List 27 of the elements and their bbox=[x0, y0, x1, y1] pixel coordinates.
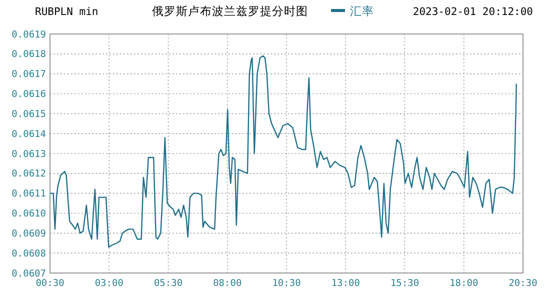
chart-title: 俄罗斯卢布波兰兹罗提分时图 bbox=[152, 4, 308, 18]
x-tick-label: 03:00 bbox=[94, 278, 124, 289]
legend-label: 汇率 bbox=[350, 4, 374, 18]
y-tick-label: 0.0611 bbox=[12, 188, 46, 200]
y-tick-label: 0.0613 bbox=[12, 148, 46, 160]
y-tick-label: 0.0618 bbox=[12, 49, 46, 60]
y-tick-label: 0.0615 bbox=[12, 108, 46, 120]
x-tick-label: 05:30 bbox=[154, 278, 183, 289]
y-tick-label: 0.0614 bbox=[12, 128, 46, 140]
x-tick-label: 13:00 bbox=[331, 278, 360, 289]
x-tick-label: 10:30 bbox=[272, 278, 302, 289]
y-tick-label: 0.0617 bbox=[12, 69, 46, 80]
x-tick-label: 00:30 bbox=[36, 278, 65, 289]
y-tick-label: 0.0616 bbox=[12, 89, 46, 100]
y-tick-label: 0.0610 bbox=[12, 208, 46, 220]
y-tick-label: 0.0608 bbox=[12, 248, 46, 260]
y-tick-label: 0.0607 bbox=[12, 268, 46, 280]
y-tick-label: 0.0612 bbox=[12, 168, 46, 180]
x-tick-label: 15:30 bbox=[390, 278, 420, 289]
x-tick-label: 18:00 bbox=[450, 278, 478, 289]
chart-subtitle: RUBPLN min bbox=[35, 6, 98, 18]
line-series bbox=[49, 55, 517, 248]
x-tick-label: 20:30 bbox=[508, 278, 538, 289]
text: 2023-02-01 20:12:00 bbox=[412, 6, 533, 18]
y-tick-label: 0.0619 bbox=[12, 29, 46, 40]
y-tick-label: 0.0609 bbox=[12, 228, 46, 240]
x-tick-label: 08:00 bbox=[213, 278, 242, 289]
